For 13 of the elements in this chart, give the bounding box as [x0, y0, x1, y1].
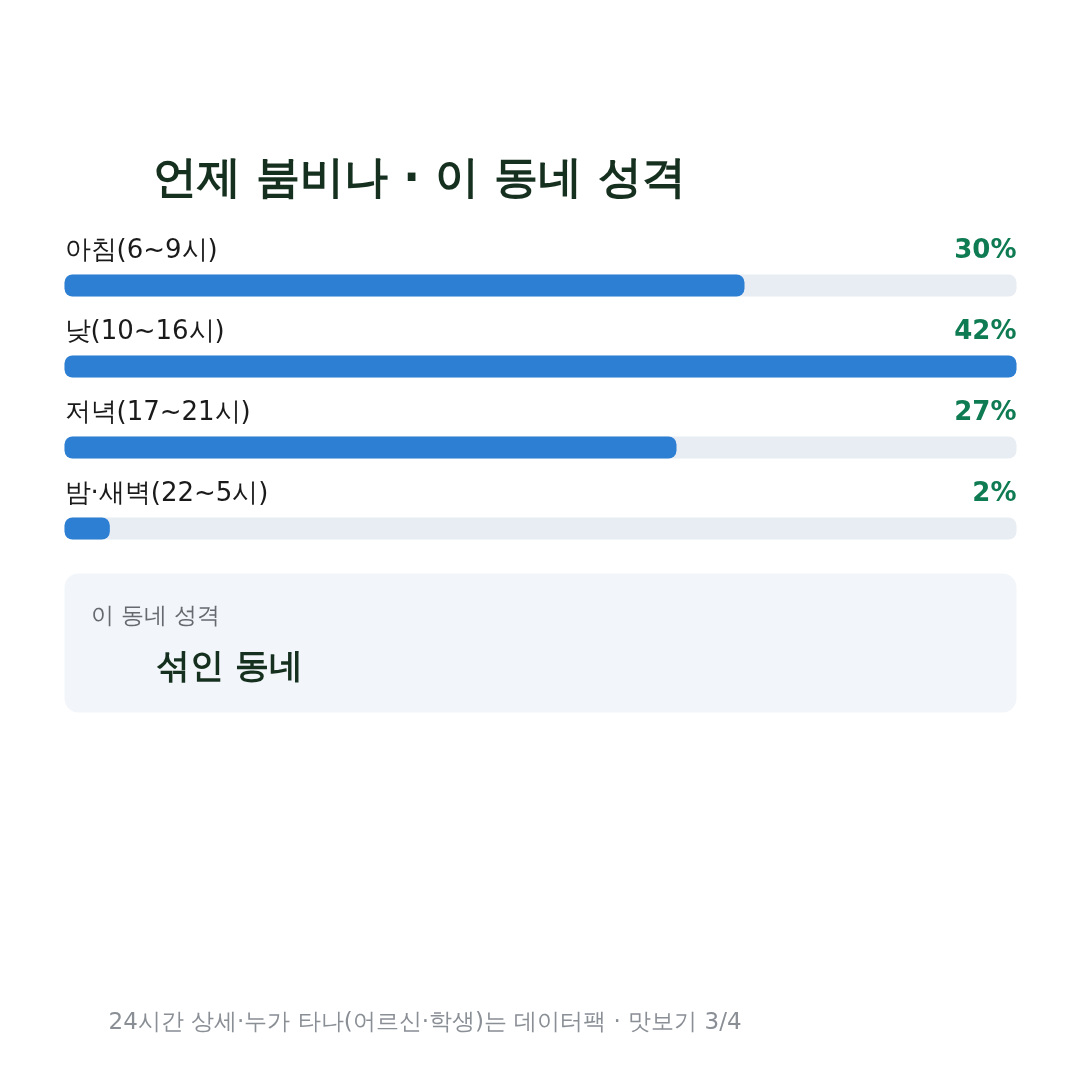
- data-label: 30%: [954, 233, 1017, 264]
- data-label: 27%: [954, 395, 1017, 426]
- y-tick-label: 낮(10~16시): [64, 314, 225, 345]
- y-tick-label: 저녁(17~21시): [64, 395, 251, 426]
- chart-title: 언제 붐비나 · 이 동네 성격: [152, 151, 686, 202]
- text: 이 동네 성격: [90, 601, 221, 628]
- text: 섞인 동네: [155, 644, 304, 685]
- y-tick-label: 아침(6~9시): [64, 233, 218, 264]
- text: 24시간 상세·누가 타나(어르신·학생)는 데이터팩 · 맛보기 3/4: [108, 1007, 742, 1034]
- bar: [64, 517, 110, 540]
- data-label: 42%: [954, 314, 1017, 345]
- y-tick-label: 밤·새벽(22~5시): [64, 476, 269, 507]
- data-label: 2%: [972, 476, 1017, 507]
